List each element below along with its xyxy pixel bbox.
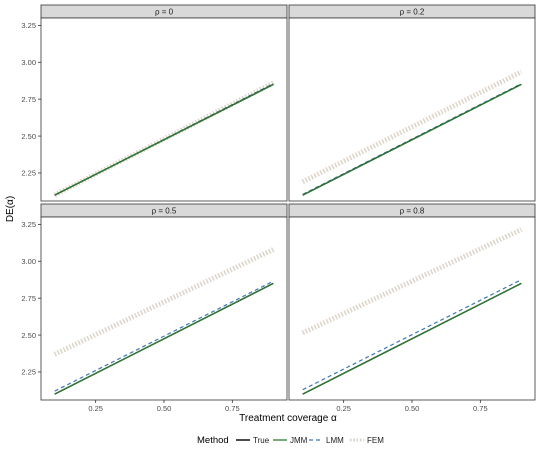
panel-border [40, 17, 288, 202]
y-tick-label: 3.25 [21, 21, 36, 30]
legend-label-lmm: LMM [326, 436, 344, 445]
facet-title: ρ = 0.2 [400, 8, 425, 17]
y-tick-label: 2.75 [21, 95, 36, 104]
series-line-jmm [302, 83, 522, 196]
y-tick-label: 2.50 [21, 132, 36, 141]
x-tick-label: 0.25 [88, 404, 103, 413]
legend-label-true: True [253, 436, 270, 445]
y-axis-title: DE(α) [5, 196, 16, 222]
facet-panel-2: ρ = 0.2 [288, 4, 536, 202]
series-line-fem [301, 227, 523, 336]
y-tick-label: 2.25 [21, 169, 36, 178]
series-line-jmm [54, 83, 274, 196]
legend: Method True JMM LMM FEM [197, 435, 384, 446]
series-line-lmm [302, 279, 522, 391]
x-tick-label: 0.50 [405, 404, 420, 413]
y-tick-label: 2.75 [21, 294, 36, 303]
legend-title: Method [197, 435, 229, 446]
panel-border [288, 17, 536, 202]
y-tick-label: 2.25 [21, 368, 36, 377]
facet-title: ρ = 0.5 [152, 207, 177, 216]
x-axis-title: Treatment coverage α [239, 413, 337, 424]
facet-panel-1: ρ = 0 2.25 2.50 2.75 3.00 3.25 [21, 4, 288, 202]
series-line-lmm [54, 280, 274, 392]
y-tick-label: 3.25 [21, 220, 36, 229]
y-tick-label: 3.00 [21, 257, 36, 266]
series-line-jmm [54, 282, 274, 395]
series-line-fem [53, 247, 275, 357]
y-tick-label: 3.00 [21, 58, 36, 67]
facet-title: ρ = 0.8 [400, 207, 425, 216]
facet-panel-3: ρ = 0.5 2.25 2.50 2.75 3.00 3.25 0.25 0.50 0.75 [21, 203, 288, 413]
y-tick-label: 2.50 [21, 331, 36, 340]
legend-label-jmm: JMM [290, 436, 308, 445]
panel-border [288, 216, 536, 401]
series-line-fem [301, 69, 523, 185]
facet-title: ρ = 0 [155, 8, 174, 17]
panel-border [40, 216, 288, 401]
x-tick-label: 0.25 [336, 404, 351, 413]
legend-label-fem: FEM [367, 436, 384, 445]
facet-panel-4: ρ = 0.8 0.25 0.50 0.75 [288, 203, 536, 413]
x-tick-label: 0.75 [225, 404, 240, 413]
series-line-jmm [302, 282, 522, 395]
x-tick-label: 0.50 [157, 404, 172, 413]
x-tick-label: 0.75 [473, 404, 488, 413]
